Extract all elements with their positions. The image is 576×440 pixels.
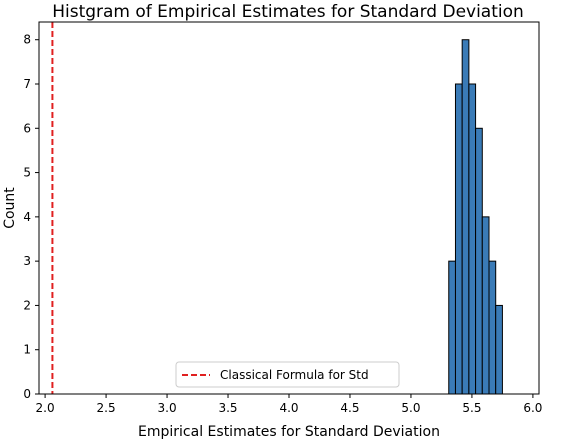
histogram-bar	[448, 260, 456, 395]
x-tick-label: 4.5	[340, 401, 359, 415]
x-tick-label: 4.0	[279, 401, 298, 415]
y-tick-label: 0	[23, 387, 31, 401]
histogram-bar	[488, 260, 497, 395]
y-tick-label: 1	[23, 343, 31, 357]
x-tick-label: 5.5	[462, 401, 481, 415]
y-tick-label: 2	[23, 298, 31, 312]
histogram-bar	[481, 216, 490, 395]
histogram-bar	[468, 83, 477, 395]
legend: Classical Formula for Std	[175, 361, 400, 388]
x-tick-label: 2.0	[36, 401, 55, 415]
histogram-bar	[495, 304, 503, 395]
chart-title: Histgram of Empirical Estimates for Stan…	[52, 2, 524, 22]
x-tick-label: 2.5	[97, 401, 116, 415]
y-tick-label: 5	[23, 166, 31, 180]
histogram-bar	[475, 127, 483, 395]
x-axis-ticks: 2.0 2.5 3.0 3.5 4.0 4.5 5.0 5.5 6.0	[36, 394, 542, 415]
y-tick-label: 8	[23, 33, 31, 47]
x-tick-label: 3.5	[218, 401, 237, 415]
x-tick-label: 6.0	[523, 401, 542, 415]
x-tick-label: 5.0	[401, 401, 420, 415]
y-axis-label: Count	[2, 187, 18, 229]
y-tick-label: 6	[23, 121, 31, 135]
x-axis-label: Empirical Estimates for Standard Deviati…	[138, 424, 440, 440]
histogram-bar	[461, 39, 470, 395]
histogram-bar	[454, 83, 463, 395]
y-tick-label: 7	[23, 77, 31, 91]
y-tick-label: 4	[23, 210, 31, 224]
y-tick-label: 3	[23, 254, 31, 268]
legend-label: Classical Formula for Std	[220, 368, 369, 382]
legend-box	[175, 361, 400, 388]
x-tick-label: 3.0	[158, 401, 177, 415]
y-axis-ticks: 0 1 2 3 4 5 6 7 8	[23, 33, 39, 401]
bars-layer	[448, 39, 503, 395]
